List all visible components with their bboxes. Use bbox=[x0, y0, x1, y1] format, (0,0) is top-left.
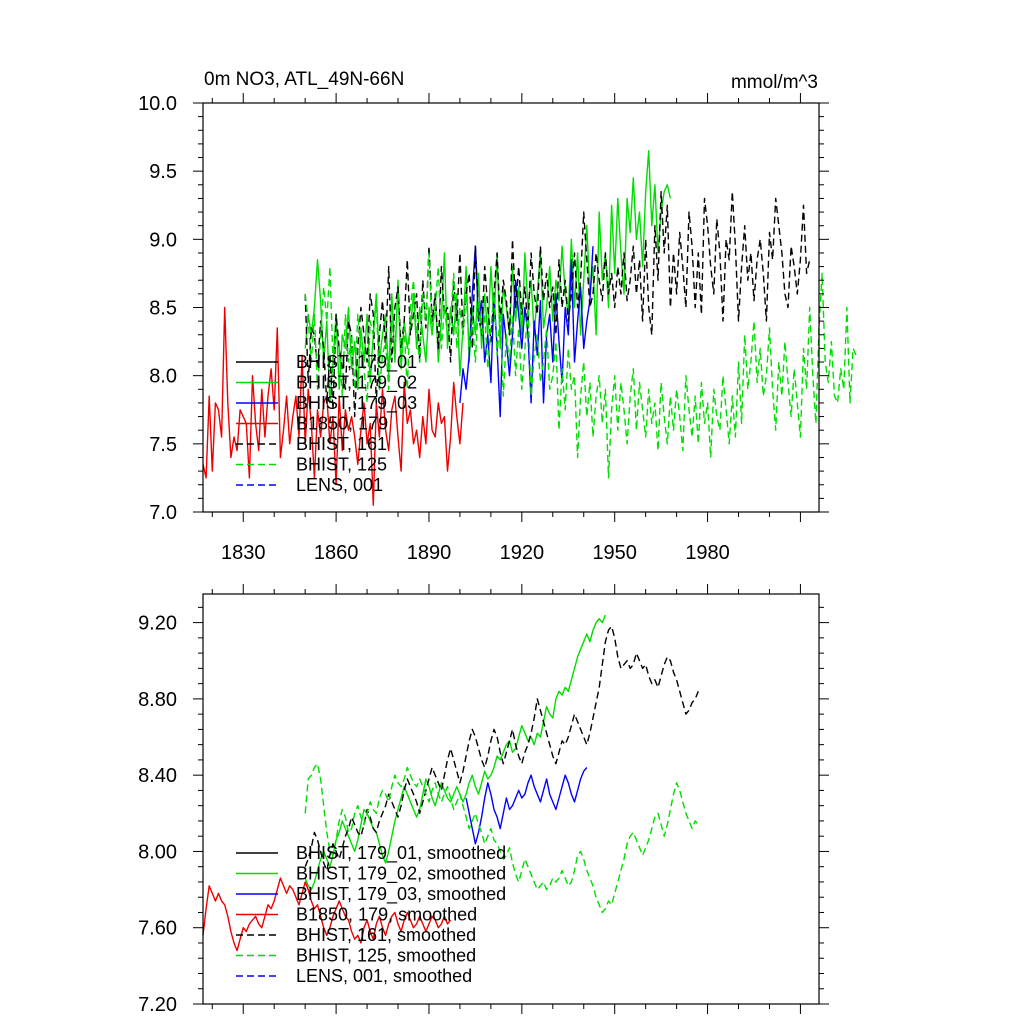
y-tick-label: 7.0 bbox=[149, 502, 177, 524]
panel-top: 0m NO3, ATL_49N-66N mmol/m^3 1830 1860 189… bbox=[138, 69, 857, 564]
series-line-bhist-125-smoothed bbox=[304, 763, 699, 914]
y-tick-label: 9.0 bbox=[149, 229, 177, 251]
x-tick-label: 1860 bbox=[314, 542, 359, 564]
legend-label: BHIST, 179_02, smoothed bbox=[296, 864, 506, 885]
x-tick-label: 1830 bbox=[221, 542, 266, 564]
x-tick-label: 1920 bbox=[500, 542, 545, 564]
legend-label: BHIST, 161, smoothed bbox=[296, 925, 476, 945]
legend-label: BHIST, 161 bbox=[296, 434, 387, 454]
units-label: mmol/m^3 bbox=[731, 72, 818, 93]
y-tick-label: 9.5 bbox=[149, 161, 177, 183]
y-tick-label: 8.0 bbox=[149, 366, 177, 388]
y-tick-label: 7.5 bbox=[149, 434, 177, 456]
y-tick-label: 8.80 bbox=[138, 689, 177, 711]
legend-label: B1850, 179 bbox=[296, 414, 388, 434]
x-tick-label: 1950 bbox=[592, 542, 637, 564]
legend-label: BHIST, 179_01, smoothed bbox=[296, 843, 506, 864]
legend-label: BHIST, 179_01 bbox=[296, 352, 417, 373]
series-line-bhist-179-02-smoothed bbox=[304, 614, 607, 891]
y-tick-label: 9.20 bbox=[138, 613, 177, 635]
series-line-bhist-161 bbox=[304, 190, 811, 418]
legend-label: BHIST, 125 bbox=[296, 455, 387, 475]
series-line-bhist-161-smoothed bbox=[304, 625, 699, 872]
plot-frame bbox=[202, 102, 820, 513]
y-tick-label: 8.40 bbox=[138, 765, 177, 787]
tick-layer: 1830 1860 1890 1920 1950 1980 7.0 7.5 8.0 8.5 9.0 9… bbox=[138, 93, 829, 564]
legend-label: BHIST, 125, smoothed bbox=[296, 946, 476, 966]
y-tick-label: 7.60 bbox=[138, 918, 177, 940]
y-tick-label: 8.5 bbox=[149, 298, 177, 320]
legend-label: BHIST, 179_03 bbox=[296, 393, 417, 414]
y-tick-label: 10.0 bbox=[138, 93, 177, 115]
plot-frame bbox=[202, 593, 820, 1005]
x-tick-label: 1890 bbox=[407, 542, 452, 564]
series-line-b1850-179-smoothed bbox=[202, 877, 452, 952]
legend-label: BHIST, 179_02 bbox=[296, 373, 417, 394]
legend-label: BHIST, 179_03, smoothed bbox=[296, 884, 506, 905]
chart-title: 0m NO3, ATL_49N-66N bbox=[204, 69, 404, 90]
legend-label: B1850, 179, smoothed bbox=[296, 905, 477, 925]
series-line-bhist-125 bbox=[304, 252, 857, 479]
panel-bottom: 7.20 7.60 8.00 8.40 8.80 9.20 BHIST, 179_01, … bbox=[138, 584, 829, 1016]
legend-label: LENS, 001 bbox=[296, 475, 383, 495]
tick-layer: 7.20 7.60 8.00 8.40 8.80 9.20 bbox=[138, 584, 829, 1016]
y-tick-label: 8.00 bbox=[138, 841, 177, 863]
series-line-bhist-179-03-smoothed bbox=[465, 767, 588, 845]
x-tick-label: 1980 bbox=[685, 542, 730, 564]
y-tick-label: 7.20 bbox=[138, 994, 177, 1016]
legend-label: LENS, 001, smoothed bbox=[296, 966, 472, 986]
series-layer bbox=[202, 614, 699, 952]
